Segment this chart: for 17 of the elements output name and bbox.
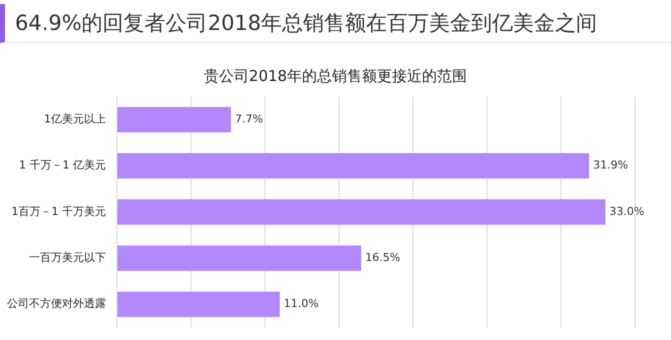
chart-subtitle: 贵公司2018年的总销售额更接近的范围: [202, 67, 468, 87]
bar: [118, 245, 362, 271]
data-label: 7.7%: [234, 112, 263, 126]
data-label: 16.5%: [365, 251, 400, 264]
bar: [118, 153, 590, 179]
data-label: 11.0%: [284, 297, 319, 310]
y-tick-label: 一百万美元以下: [29, 251, 106, 264]
data-label: 31.9%: [593, 158, 628, 172]
data-label: 33.0%: [609, 204, 644, 218]
bar: [118, 292, 280, 318]
y-tick-label: 1百万－1 千万美元: [12, 204, 106, 218]
bar: [118, 199, 606, 225]
y-tick-label: 1 千万－1 亿美元: [19, 158, 106, 172]
bar: [118, 106, 231, 132]
y-tick-label: 公司不方便对外透露: [7, 297, 106, 310]
chart-title: 64.9%的回复者公司2018年总销售额在百万美金到亿美金之间: [0, 4, 671, 43]
y-tick-label: 1亿美元以上: [44, 112, 106, 126]
